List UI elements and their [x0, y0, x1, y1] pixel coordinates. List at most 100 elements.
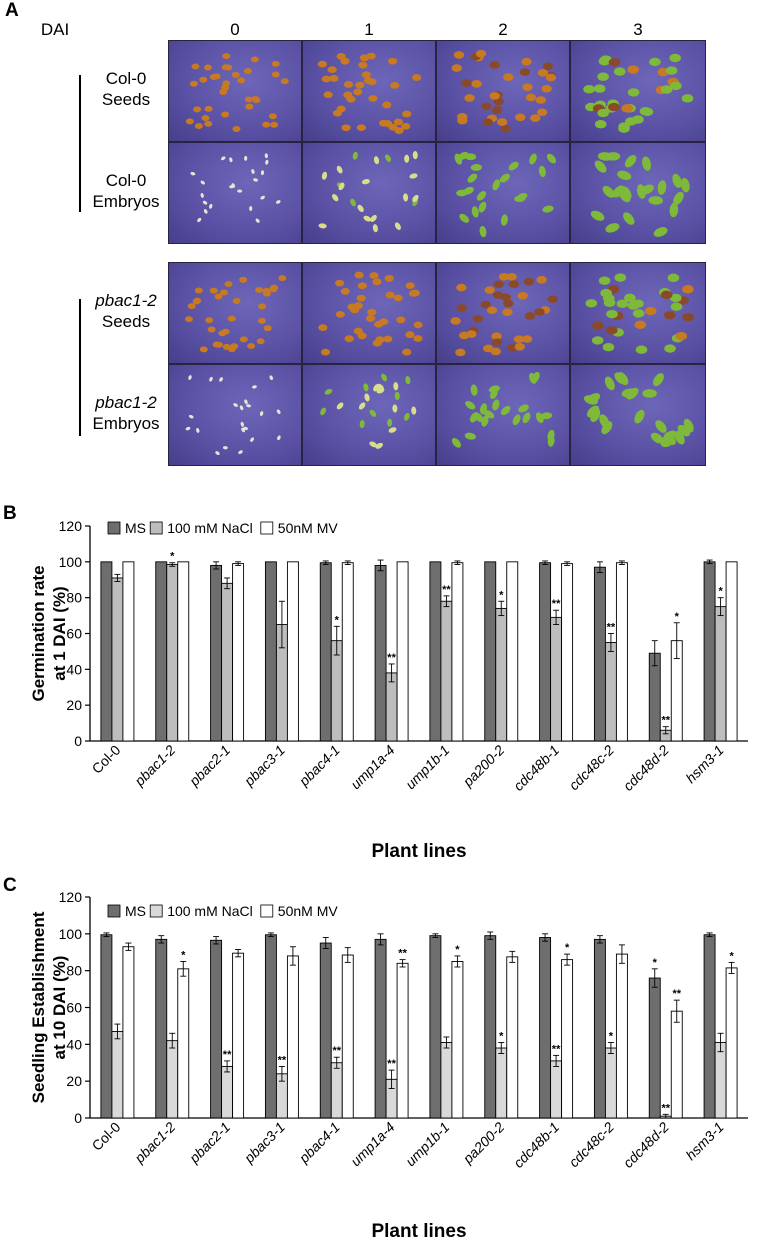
significance-mark: *: [181, 949, 186, 961]
photo-seeds-day-3: [570, 40, 706, 142]
category-label: pbac4-1: [295, 1119, 343, 1167]
bar: [385, 672, 398, 742]
category-label: pa200-2: [459, 1119, 508, 1168]
y-tick-label: 60: [66, 626, 82, 642]
category-label: pbac2-1: [185, 742, 233, 790]
photo-embryos-day-2: [436, 364, 570, 466]
bar: [341, 562, 354, 742]
significance-mark: *: [335, 614, 340, 626]
panel-b-letter: B: [3, 503, 17, 524]
row-label: pbac1-2 Seeds: [86, 290, 166, 332]
day-label-0: 0: [230, 20, 240, 39]
row-label-line2: Embryos: [92, 192, 160, 211]
bar: [506, 956, 519, 1119]
photo-seeds-day-1: [302, 262, 436, 364]
y-tick-label: 40: [66, 1036, 82, 1052]
photo-seeds-day-1: [302, 40, 436, 142]
row-label-line1: pbac1-2: [95, 393, 157, 412]
category-label: pbac3-1: [240, 1119, 288, 1167]
bar: [539, 562, 552, 742]
bar: [550, 1060, 563, 1119]
bar: [561, 563, 574, 742]
y-tick-label: 20: [66, 1073, 82, 1089]
bar: [330, 640, 343, 742]
panel-a-letter: A: [5, 0, 19, 21]
bar: [440, 600, 453, 742]
bar: [111, 1030, 124, 1119]
day-label-2: 2: [498, 20, 508, 39]
category-label: pa200-2: [459, 742, 508, 791]
significance-mark: **: [672, 988, 681, 1000]
photo-seeds-day-0: [168, 262, 302, 364]
significance-mark: **: [607, 622, 616, 634]
x-axis-title: Plant lines: [371, 1221, 466, 1242]
legend-swatch: [149, 521, 163, 535]
bar: [714, 1042, 727, 1119]
bar: [100, 561, 113, 742]
y-axis-title: Seedling Establishment: [29, 911, 48, 1103]
photo-embryos-day-1: [302, 142, 436, 244]
category-label: ump1a-4: [347, 1119, 398, 1170]
photo-embryos-day-3: [570, 364, 706, 466]
y-tick-label: 0: [74, 1110, 82, 1126]
legend-label: MS: [125, 520, 146, 536]
significance-mark: *: [565, 942, 570, 954]
y-tick-label: 20: [66, 697, 82, 713]
bar: [495, 607, 508, 742]
photo-embryos-day-0: [168, 142, 302, 244]
category-label: hsm3-1: [682, 1119, 726, 1163]
y-tick-label: 100: [59, 554, 83, 570]
y-axis-title: Germination rate: [29, 565, 48, 701]
bar: [319, 562, 332, 742]
bar: [221, 582, 234, 742]
row-label-line2: Embryos: [92, 414, 160, 433]
y-tick-label: 100: [59, 926, 83, 942]
photo-embryos-day-3: [570, 142, 706, 244]
bar: [374, 938, 387, 1119]
bar: [593, 566, 606, 742]
significance-mark: **: [387, 652, 396, 664]
bar: [286, 955, 299, 1119]
significance-mark: **: [552, 598, 561, 610]
bar: [725, 967, 738, 1119]
bar: [484, 935, 497, 1119]
bar: [111, 577, 124, 742]
bar: [100, 934, 113, 1119]
bar: [232, 563, 245, 742]
bar: [330, 1062, 343, 1119]
category-label: cdc48b-1: [510, 1119, 562, 1171]
panel-c-letter: C: [3, 875, 17, 896]
bar: [122, 561, 135, 742]
significance-mark: **: [552, 1043, 561, 1055]
bar: [440, 1042, 453, 1119]
significance-mark: *: [718, 586, 723, 598]
legend-swatch: [149, 904, 163, 918]
bar: [396, 962, 409, 1119]
bar: [550, 616, 563, 742]
bar: [703, 934, 716, 1119]
y-tick-label: 120: [59, 889, 83, 905]
bar: [451, 562, 464, 742]
photo-embryos-day-2: [436, 142, 570, 244]
y-tick-label: 60: [66, 1000, 82, 1016]
category-label: pbac4-1: [295, 742, 343, 790]
day-label-3: 3: [633, 20, 643, 39]
category-label: hsm3-1: [682, 742, 726, 786]
bar: [506, 561, 519, 742]
chart-b: 0 20 40 60 80 100 120 Germination rate at 1 DAI …: [29, 518, 748, 862]
y-tick-label: 40: [66, 661, 82, 677]
photo-seeds-day-2: [436, 262, 570, 364]
category-label: ump1b-1: [402, 1119, 452, 1169]
bar: [232, 952, 245, 1119]
legend-swatch: [107, 904, 121, 918]
significance-mark: **: [332, 1045, 341, 1057]
significance-mark: *: [609, 1030, 614, 1042]
bar: [396, 561, 409, 742]
bar: [177, 561, 190, 742]
row-label-line1: Col-0: [105, 171, 147, 190]
bar: [725, 561, 738, 742]
bar: [539, 937, 552, 1119]
bar: [177, 968, 190, 1119]
bar: [155, 938, 168, 1119]
bar: [495, 1047, 508, 1119]
